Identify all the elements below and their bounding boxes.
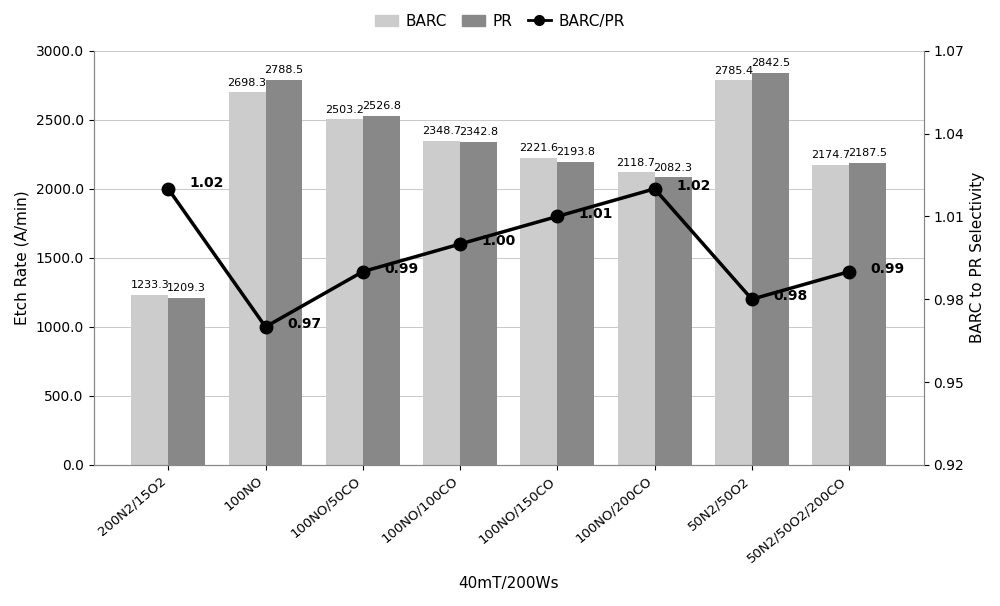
Bar — [460, 142, 497, 465]
BARC/PR — [454, 241, 466, 248]
Text: 1.02: 1.02 — [676, 179, 710, 193]
Text: 1209.3: 1209.3 — [167, 283, 206, 293]
Text: 2503.2: 2503.2 — [325, 105, 364, 115]
Text: 2788.5: 2788.5 — [264, 65, 304, 75]
Bar — [229, 93, 266, 465]
Text: 2342.8: 2342.8 — [459, 127, 498, 137]
Bar — [520, 158, 557, 465]
BARC/PR — [843, 268, 855, 275]
X-axis label: 40mT/200Ws: 40mT/200Ws — [458, 576, 559, 591]
Text: 1.00: 1.00 — [481, 235, 516, 248]
BARC/PR — [357, 268, 369, 275]
Text: 0.99: 0.99 — [871, 262, 905, 276]
Text: 1.02: 1.02 — [190, 176, 224, 190]
BARC/PR — [649, 185, 661, 193]
Text: 1.01: 1.01 — [579, 207, 613, 221]
BARC/PR — [260, 323, 272, 330]
Bar — [618, 173, 655, 465]
Bar — [266, 80, 302, 465]
Bar — [812, 165, 849, 465]
Text: 2193.8: 2193.8 — [556, 147, 595, 157]
Text: 1233.3: 1233.3 — [130, 280, 169, 290]
BARC/PR — [162, 185, 174, 193]
Line: BARC/PR: BARC/PR — [162, 182, 855, 333]
Bar — [326, 119, 363, 465]
Y-axis label: BARC to PR Selectivity: BARC to PR Selectivity — [970, 172, 985, 344]
Bar — [557, 162, 594, 465]
Text: 0.99: 0.99 — [384, 262, 418, 276]
Text: 2842.5: 2842.5 — [751, 58, 790, 68]
Bar — [423, 141, 460, 465]
Bar — [655, 178, 692, 465]
Legend: BARC, PR, BARC/PR: BARC, PR, BARC/PR — [369, 8, 631, 35]
Text: 0.97: 0.97 — [287, 317, 321, 331]
Text: 2348.7: 2348.7 — [422, 126, 461, 136]
Text: 0.98: 0.98 — [773, 290, 808, 304]
Bar — [363, 116, 400, 465]
Text: 2118.7: 2118.7 — [617, 158, 656, 168]
Text: 2174.7: 2174.7 — [811, 150, 850, 160]
Text: 2526.8: 2526.8 — [362, 101, 401, 112]
Text: 2698.3: 2698.3 — [228, 78, 267, 88]
Bar — [752, 73, 789, 465]
Y-axis label: Etch Rate (A/min): Etch Rate (A/min) — [15, 190, 30, 325]
Bar — [715, 81, 752, 465]
BARC/PR — [746, 296, 758, 303]
Bar — [168, 298, 205, 465]
Text: 2082.3: 2082.3 — [654, 162, 693, 173]
Bar — [131, 295, 168, 465]
BARC/PR — [551, 213, 563, 220]
Text: 2785.4: 2785.4 — [714, 65, 753, 76]
Bar — [849, 163, 886, 465]
Text: 2187.5: 2187.5 — [848, 148, 887, 158]
Text: 2221.6: 2221.6 — [519, 144, 558, 153]
